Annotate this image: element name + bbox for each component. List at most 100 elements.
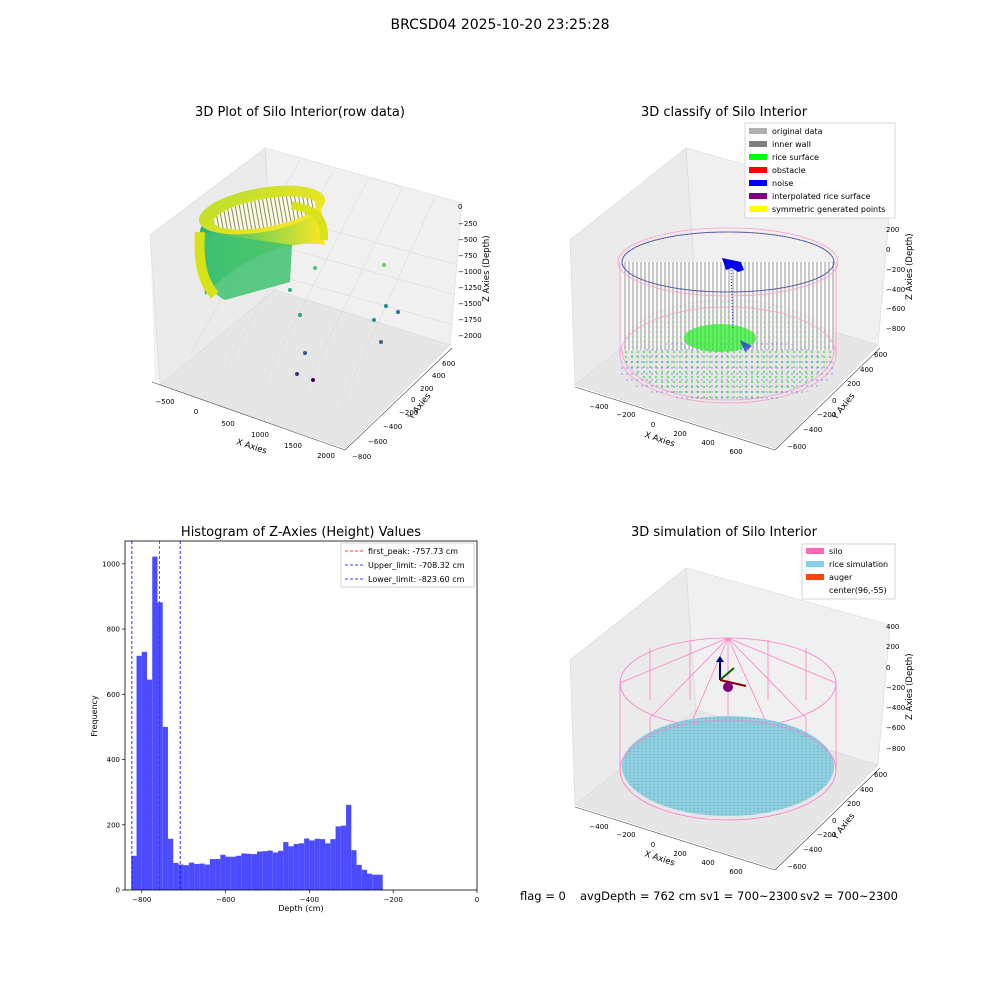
histogram-bar bbox=[351, 850, 357, 890]
histogram-bar bbox=[288, 846, 294, 890]
svg-text:−500: −500 bbox=[155, 398, 174, 406]
panel-simulation-3d: 3D simulation of Silo Interior bbox=[569, 525, 915, 876]
svg-text:400: 400 bbox=[701, 859, 714, 867]
svg-text:400: 400 bbox=[432, 372, 445, 380]
figure-suptitle: BRCSD04 2025-10-20 23:25:28 bbox=[390, 17, 610, 33]
svg-text:200: 200 bbox=[673, 850, 686, 858]
panel2-y-ticks: −600 −400 −200 0 200 400 600 bbox=[787, 351, 887, 451]
histogram-bar bbox=[251, 854, 257, 890]
svg-text:−1750: −1750 bbox=[458, 316, 482, 324]
legend-item-auger: auger bbox=[806, 573, 853, 582]
svg-text:−200: −200 bbox=[399, 409, 418, 417]
histogram-bar bbox=[215, 859, 221, 890]
histogram-bar bbox=[173, 862, 179, 890]
svg-text:interpolated rice surface: interpolated rice surface bbox=[772, 192, 870, 201]
histogram-bar bbox=[199, 863, 205, 890]
legend-item-inner-wall: inner wall bbox=[749, 140, 811, 149]
svg-text:−500: −500 bbox=[458, 236, 477, 244]
panel4-ylabel: Y Axies bbox=[830, 811, 858, 843]
histogram-ylabel: Frequency bbox=[90, 695, 99, 737]
panel4-x-ticks: −400 −200 0 200 400 600 bbox=[589, 823, 742, 876]
histogram-bar bbox=[162, 726, 168, 890]
svg-text:rice simulation: rice simulation bbox=[829, 560, 888, 569]
histogram-bar bbox=[277, 850, 284, 890]
panel2-xlabel: X Axies bbox=[643, 430, 676, 449]
histogram-bar bbox=[346, 804, 352, 890]
footer-flag: flag = 0 bbox=[520, 889, 566, 903]
panel-raw-3d: 3D Plot of Silo Interior(row data) bbox=[149, 105, 492, 461]
svg-text:−400: −400 bbox=[886, 286, 905, 294]
histogram-bar bbox=[204, 864, 210, 890]
svg-text:−200: −200 bbox=[616, 411, 635, 419]
svg-text:400: 400 bbox=[886, 623, 899, 631]
histogram-y-ticks: 0 200 400 600 800 1000 bbox=[102, 560, 125, 895]
svg-text:−600: −600 bbox=[886, 305, 905, 313]
svg-text:0: 0 bbox=[458, 203, 462, 211]
histogram-bar bbox=[147, 679, 153, 890]
footer-avg-depth: avgDepth = 762 cm bbox=[580, 889, 697, 903]
histogram-bar bbox=[225, 856, 231, 890]
panel1-stray-points bbox=[288, 263, 400, 382]
svg-text:−1500: −1500 bbox=[458, 300, 482, 308]
svg-text:400: 400 bbox=[860, 366, 873, 374]
panel4-silo-wireframe bbox=[619, 637, 837, 815]
histogram-bar bbox=[330, 839, 336, 890]
histogram-plot-area bbox=[131, 541, 383, 890]
silo-bottom-rim bbox=[619, 719, 837, 821]
legend-item-upper-limit: Upper_limit: -708.32 cm bbox=[345, 561, 465, 570]
histogram-bar bbox=[272, 852, 278, 890]
panel2-ylabel: Y Axies bbox=[830, 391, 858, 423]
legend-item-noise: noise bbox=[749, 179, 793, 188]
rice-simulation-surface bbox=[622, 716, 834, 816]
x-tick-label: −600 bbox=[216, 896, 235, 904]
histogram-xlabel: Depth (cm) bbox=[278, 904, 323, 913]
svg-text:−200: −200 bbox=[817, 831, 836, 839]
histogram-bar bbox=[335, 826, 341, 890]
svg-text:200: 200 bbox=[420, 385, 433, 393]
x-tick-label: −400 bbox=[300, 896, 319, 904]
histogram-bar bbox=[230, 856, 237, 890]
svg-text:−250: −250 bbox=[458, 220, 477, 228]
svg-text:−1000: −1000 bbox=[458, 268, 482, 276]
svg-text:200: 200 bbox=[847, 800, 860, 808]
svg-text:−200: −200 bbox=[616, 831, 635, 839]
svg-text:−750: −750 bbox=[458, 252, 477, 260]
svg-text:−800: −800 bbox=[886, 745, 905, 753]
histogram-bar bbox=[304, 838, 310, 890]
svg-text:200: 200 bbox=[886, 226, 899, 234]
svg-text:−400: −400 bbox=[383, 423, 402, 431]
svg-text:600: 600 bbox=[874, 351, 887, 359]
panel2-x-ticks: −400 −200 0 200 400 600 bbox=[589, 403, 742, 456]
svg-text:−600: −600 bbox=[787, 443, 806, 451]
svg-text:−400: −400 bbox=[886, 704, 905, 712]
histogram-bar bbox=[152, 556, 158, 890]
histogram-bar bbox=[298, 843, 305, 890]
histogram-bar bbox=[293, 844, 299, 890]
legend-item-symmetric-generated-points: symmetric generated points bbox=[749, 205, 885, 214]
panel4-legend: silo rice simulation auger center(96,-55… bbox=[801, 543, 896, 600]
histogram-bar bbox=[367, 873, 373, 890]
legend-item-center: center(96,-55) bbox=[829, 586, 887, 595]
svg-text:inner wall: inner wall bbox=[772, 140, 811, 149]
histogram-frame bbox=[124, 540, 478, 891]
svg-text:Lower_limit: -823.60 cm: Lower_limit: -823.60 cm bbox=[368, 575, 465, 584]
svg-text:1000: 1000 bbox=[251, 431, 269, 439]
histogram-bar bbox=[262, 851, 268, 890]
svg-text:600: 600 bbox=[442, 360, 455, 368]
svg-text:−2000: −2000 bbox=[458, 332, 482, 340]
auger-marker bbox=[716, 656, 747, 692]
svg-text:−1250: −1250 bbox=[458, 284, 482, 292]
svg-text:200: 200 bbox=[847, 380, 860, 388]
panel2-z-ticks: 200 0 −200 −400 −600 −800 bbox=[886, 226, 905, 333]
panel-classify-3d: 3D classify of Silo Interior bbox=[569, 105, 915, 456]
legend-item-rice-surface: rice surface bbox=[749, 153, 819, 162]
histogram-bar bbox=[131, 855, 137, 890]
panel1-zlabel: Z Axies (Depth) bbox=[482, 235, 492, 302]
y-tick-label: 600 bbox=[107, 691, 120, 699]
panel4-z-ticks: 400 200 0 −200 −400 −600 −800 bbox=[886, 623, 905, 753]
y-tick-label: 1000 bbox=[102, 560, 120, 568]
histogram-bar bbox=[236, 855, 242, 890]
histogram-bar bbox=[141, 651, 147, 890]
histogram-bar bbox=[372, 874, 378, 890]
svg-text:−400: −400 bbox=[589, 403, 608, 411]
